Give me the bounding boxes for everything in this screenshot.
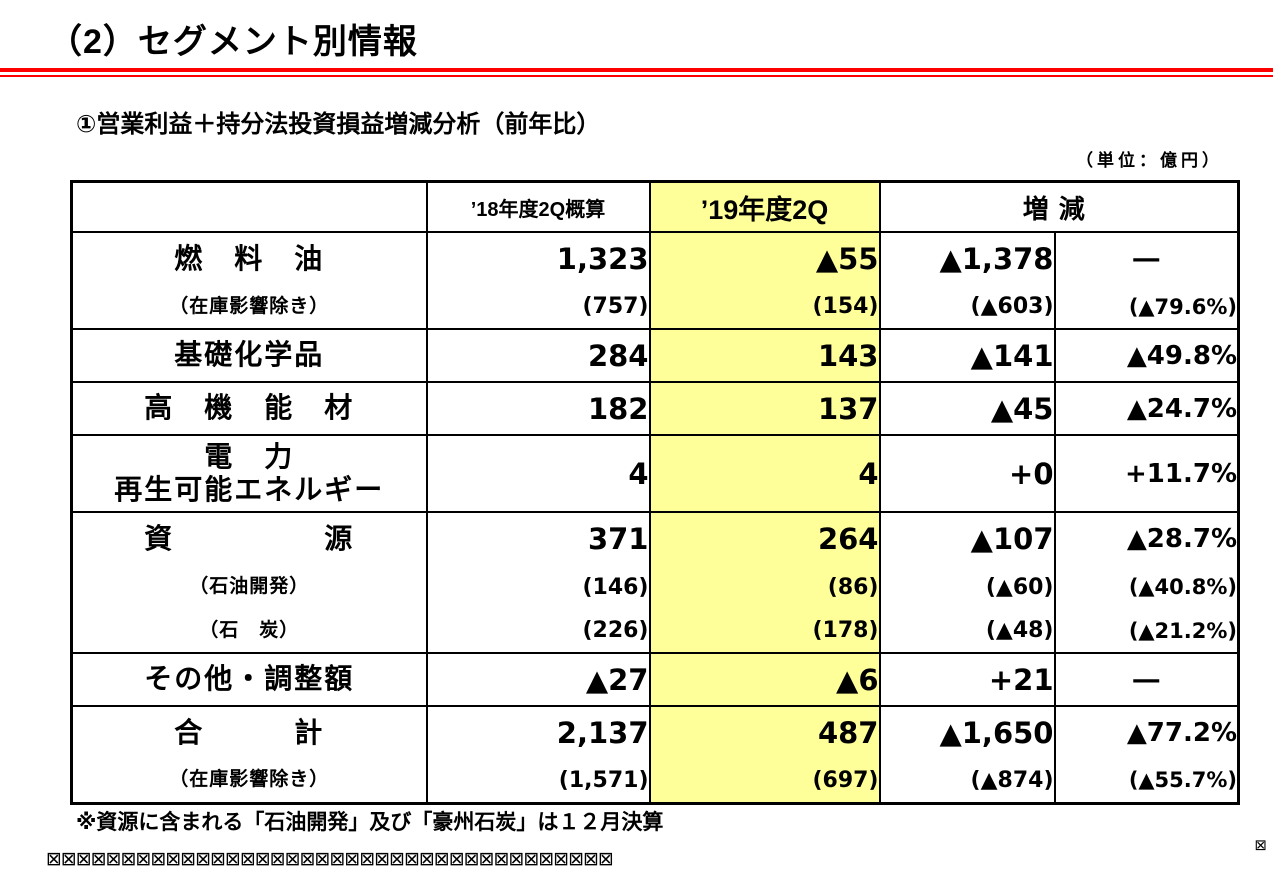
value-cell: 137 xyxy=(648,381,880,435)
value-cell: (697) xyxy=(648,759,880,803)
value-cell: ▲27 xyxy=(425,652,650,706)
value-cell: 487 xyxy=(648,705,880,759)
segment-label: 高 機 能 材 xyxy=(70,381,427,435)
value-cell: ▲28.7% xyxy=(1053,511,1239,565)
section-subtitle: ①営業利益＋持分法投資損益増減分析（前年比） xyxy=(76,111,601,138)
table-row: （在庫影響除き） (757) (154) (▲603) (▲79.6%) xyxy=(70,285,1239,329)
unit-note: （単位：億円） xyxy=(1076,151,1223,170)
table-row: 資 源 371 264 ▲107 ▲28.7% xyxy=(70,511,1239,565)
table-row: 電 力 再生可能エネルギー 4 4 +0 +11.7% xyxy=(70,434,1239,512)
value-cell: (178) xyxy=(648,609,880,653)
value-cell: +21 xyxy=(878,652,1055,706)
segment-label: 燃 料 油 xyxy=(70,231,427,285)
segment-label: （在庫影響除き） xyxy=(70,285,427,329)
value-cell: ▲49.8% xyxy=(1053,328,1239,382)
value-cell: +11.7% xyxy=(1053,434,1239,512)
value-cell: ▲141 xyxy=(878,328,1055,382)
table-row: （石 炭） (226) (178) (▲48) (▲21.2%) xyxy=(70,609,1239,653)
value-cell: 371 xyxy=(425,511,650,565)
table-body: 燃 料 油 1,323 ▲55 ▲1,378 ― （在庫影響除き） (757) (154) (▲… xyxy=(70,231,1239,803)
table-row: （在庫影響除き） (1,571) (697) (▲874) (▲55.7%) xyxy=(70,759,1239,803)
header-fy18-2q: ’18年度2Q概算 xyxy=(425,181,650,233)
value-cell: (226) xyxy=(425,609,650,653)
value-cell: (▲21.2%) xyxy=(1053,609,1239,653)
segment-label: 基礎化学品 xyxy=(70,328,427,382)
value-cell: (▲55.7%) xyxy=(1053,759,1239,803)
table-row: 基礎化学品 284 143 ▲141 ▲49.8% xyxy=(70,328,1239,382)
table-row: 合 計 2,137 487 ▲1,650 ▲77.2% xyxy=(70,705,1239,759)
red-divider-thin-line xyxy=(0,75,1273,77)
header-change: 増減 xyxy=(878,181,1239,233)
table-header-row: ’18年度2Q概算 ’19年度2Q 増減 xyxy=(70,181,1239,233)
page-title: （2）セグメント別情報 xyxy=(48,23,418,61)
value-cell: ▲77.2% xyxy=(1053,705,1239,759)
segment-table-container: ’18年度2Q概算 ’19年度2Q 増減 燃 料 油 1,323 ▲55 ▲1,378… xyxy=(70,180,1241,805)
segment-label: 資 源 xyxy=(70,511,427,565)
segment-label: （石油開発） xyxy=(70,565,427,609)
footnote: ※資源に含まれる「石油開発」及び「豪州石炭」は１２月決算 xyxy=(76,811,664,834)
segment-label: （在庫影響除き） xyxy=(70,759,427,803)
value-cell: (1,571) xyxy=(425,759,650,803)
value-cell: ▲107 xyxy=(878,511,1055,565)
corner-glyph: ⊠ xyxy=(1254,836,1267,854)
value-cell: 4 xyxy=(648,434,880,512)
footer-redacted-text: ⊠⊠⊠⊠⊠⊠⊠⊠⊠⊠⊠⊠⊠⊠⊠⊠⊠⊠⊠⊠⊠⊠⊠⊠⊠⊠⊠⊠⊠⊠⊠⊠⊠⊠⊠⊠⊠⊠ xyxy=(46,848,614,870)
segment-label: （石 炭） xyxy=(70,609,427,653)
value-cell: ▲1,378 xyxy=(878,231,1055,285)
value-cell: (▲874) xyxy=(878,759,1055,803)
value-cell: 4 xyxy=(425,434,650,512)
value-cell: (▲603) xyxy=(878,285,1055,329)
value-cell: (▲48) xyxy=(878,609,1055,653)
value-cell: ▲55 xyxy=(648,231,880,285)
red-divider xyxy=(0,68,1273,77)
value-cell: 182 xyxy=(425,381,650,435)
value-cell: 1,323 xyxy=(425,231,650,285)
value-cell: (757) xyxy=(425,285,650,329)
value-cell: (▲79.6%) xyxy=(1053,285,1239,329)
value-cell: (▲40.8%) xyxy=(1053,565,1239,609)
value-cell: (146) xyxy=(425,565,650,609)
value-cell: (154) xyxy=(648,285,880,329)
value-cell: 2,137 xyxy=(425,705,650,759)
table-row: その他・調整額 ▲27 ▲6 +21 ― xyxy=(70,652,1239,706)
segment-label: その他・調整額 xyxy=(70,652,427,706)
table-row: （石油開発） (146) (86) (▲60) (▲40.8%) xyxy=(70,565,1239,609)
table-row: 燃 料 油 1,323 ▲55 ▲1,378 ― xyxy=(70,231,1239,285)
value-cell: ▲6 xyxy=(648,652,880,706)
table-row: 高 機 能 材 182 137 ▲45 ▲24.7% xyxy=(70,381,1239,435)
value-cell: (▲60) xyxy=(878,565,1055,609)
value-cell: +0 xyxy=(878,434,1055,512)
segment-table: ’18年度2Q概算 ’19年度2Q 増減 燃 料 油 1,323 ▲55 ▲1,378… xyxy=(70,180,1241,805)
value-cell: ▲24.7% xyxy=(1053,381,1239,435)
header-fy19-2q: ’19年度2Q xyxy=(648,181,880,233)
value-cell: 264 xyxy=(648,511,880,565)
red-divider-thick-line xyxy=(0,68,1273,72)
value-cell: ▲1,650 xyxy=(878,705,1055,759)
value-cell: ― xyxy=(1053,652,1239,706)
segment-label: 合 計 xyxy=(70,705,427,759)
segment-label: 電 力 再生可能エネルギー xyxy=(70,434,427,512)
value-cell: ▲45 xyxy=(878,381,1055,435)
value-cell: (86) xyxy=(648,565,880,609)
value-cell: ― xyxy=(1053,231,1239,285)
value-cell: 284 xyxy=(425,328,650,382)
header-segment xyxy=(70,181,427,233)
value-cell: 143 xyxy=(648,328,880,382)
